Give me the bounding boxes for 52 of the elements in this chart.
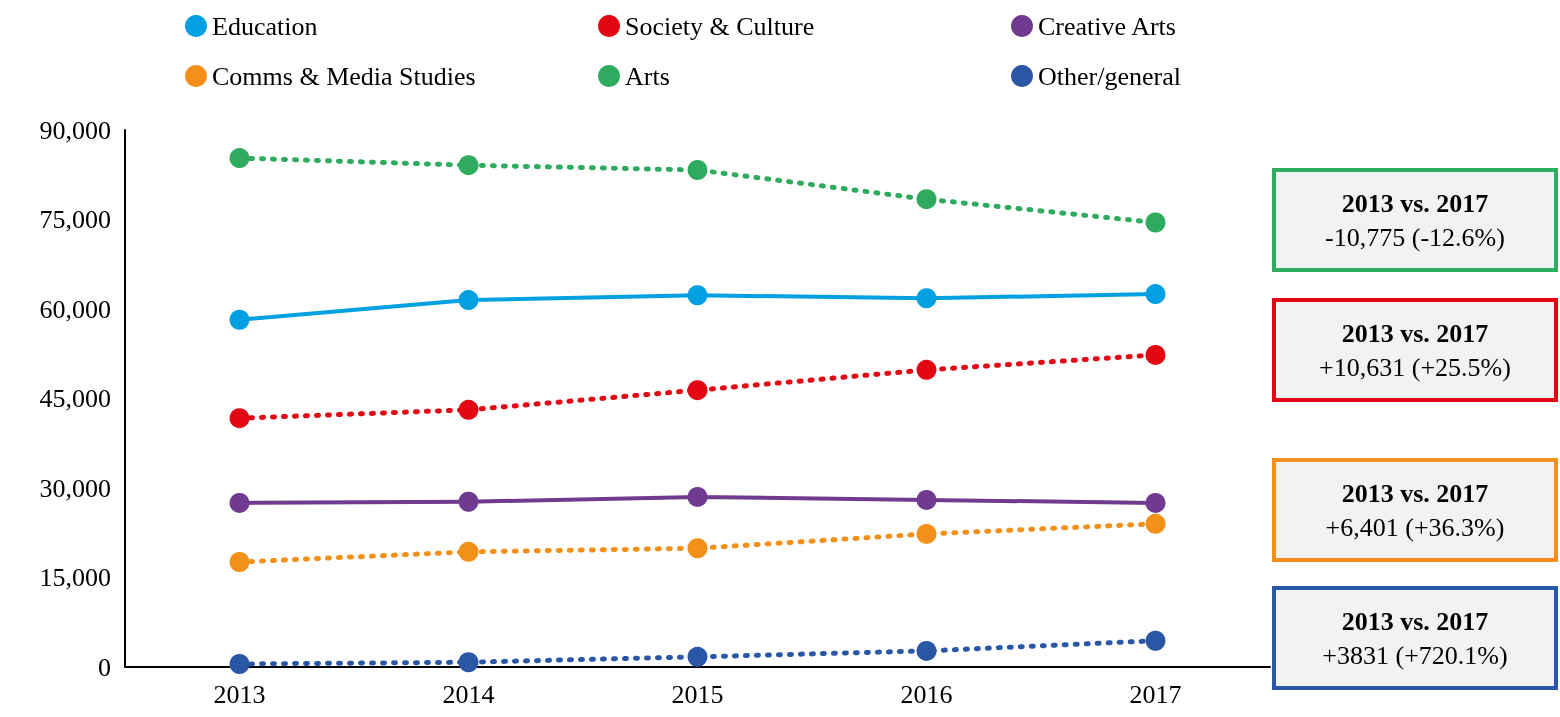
point — [458, 541, 479, 562]
point — [229, 551, 250, 572]
point — [1145, 284, 1166, 305]
point — [916, 288, 937, 309]
point — [687, 486, 708, 507]
legend-label: Creative Arts — [1038, 11, 1176, 41]
point — [1145, 212, 1166, 233]
point — [229, 309, 250, 330]
y-tick-label: 90,000 — [39, 115, 111, 145]
y-tick-label: 75,000 — [39, 205, 111, 234]
legend-label: Society & Culture — [625, 11, 815, 41]
point — [229, 492, 250, 513]
point — [229, 654, 250, 675]
text: 2013 vs. 2017 +3831 (+720.1%) — [1322, 606, 1508, 670]
point — [687, 285, 708, 306]
point — [916, 640, 937, 661]
y-tick-label: 45,000 — [39, 384, 111, 413]
point — [1145, 492, 1166, 513]
legend-label: Education — [212, 11, 318, 41]
y-tick-label: 0 — [98, 652, 111, 682]
x-tick-label: 2014 — [442, 679, 495, 709]
point — [229, 408, 250, 429]
y-tick-label: 30,000 — [39, 473, 111, 503]
point — [687, 380, 708, 401]
point — [687, 646, 708, 667]
point — [916, 189, 937, 210]
text: 2013 vs. 2017 -10,775 (-12.6%) — [1325, 188, 1505, 252]
legend-label: Other/general — [1038, 61, 1181, 91]
text: 2013 vs. 2017 +10,631 (+25.5%) — [1319, 318, 1511, 382]
point — [458, 652, 479, 673]
point — [916, 523, 937, 544]
point — [458, 155, 479, 176]
legend-label: Arts — [625, 61, 670, 91]
x-tick-label: 2016 — [900, 679, 953, 709]
y-tick-label: 15,000 — [39, 563, 111, 592]
point — [916, 489, 937, 510]
point — [687, 538, 708, 559]
point — [916, 359, 937, 380]
point — [458, 399, 479, 420]
point — [1145, 630, 1166, 651]
x-tick-label: 2015 — [671, 679, 724, 709]
point — [458, 290, 479, 311]
point — [458, 491, 479, 512]
x-tick-label: 2017 — [1129, 679, 1182, 709]
text: 2013 vs. 2017 +6,401 (+36.3%) — [1325, 478, 1505, 542]
y-tick-label: 60,000 — [39, 294, 111, 324]
point — [1145, 344, 1166, 365]
point — [229, 148, 250, 169]
point — [687, 159, 708, 180]
point — [1145, 513, 1166, 534]
x-tick-label: 2013 — [213, 679, 266, 709]
legend-label: Comms & Media Studies — [212, 61, 476, 91]
